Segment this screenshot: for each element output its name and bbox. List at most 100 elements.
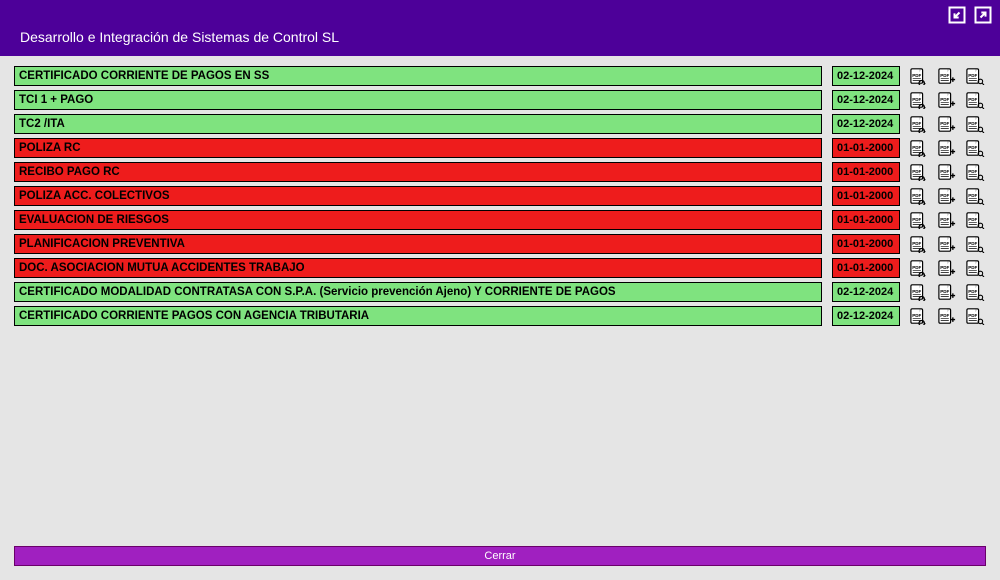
pdf-search-icon[interactable]: PDF	[964, 258, 986, 278]
svg-text:PDF: PDF	[912, 313, 921, 318]
document-date-cell: 02-12-2024	[832, 66, 900, 86]
pdf-search-icon[interactable]: PDF	[964, 90, 986, 110]
pdf-search-icon[interactable]: PDF	[964, 210, 986, 230]
document-list: CERTIFICADO CORRIENTE DE PAGOS EN SS 02-1…	[0, 56, 1000, 326]
document-name-cell: POLIZA RC	[14, 138, 822, 158]
svg-text:PDF: PDF	[968, 241, 977, 246]
pdf-search-icon[interactable]: PDF	[964, 282, 986, 302]
document-row: TCI 1 + PAGO 02-12-2024 PDF PDF PDF	[14, 90, 986, 110]
svg-text:PDF: PDF	[968, 97, 977, 102]
document-row: EVALUACION DE RIESGOS01-01-2000 PDF PDF …	[14, 210, 986, 230]
svg-text:PDF: PDF	[968, 289, 977, 294]
svg-text:PDF: PDF	[940, 169, 949, 174]
document-row: POLIZA ACC. COLECTIVOS01-01-2000 PDF PDF…	[14, 186, 986, 206]
svg-text:PDF: PDF	[968, 217, 977, 222]
pdf-search-icon[interactable]: PDF	[964, 114, 986, 134]
pdf-add-icon[interactable]: PDF	[936, 114, 958, 134]
document-row: RECIBO PAGO RC01-01-2000 PDF PDF PDF	[14, 162, 986, 182]
row-actions: PDF PDF PDF	[908, 234, 986, 254]
row-actions: PDF PDF PDF	[908, 258, 986, 278]
pdf-view-icon[interactable]: PDF	[908, 258, 930, 278]
svg-text:PDF: PDF	[940, 241, 949, 246]
document-name-cell: DOC. ASOCIACION MUTUA ACCIDENTES TRABAJO	[14, 258, 822, 278]
document-date-cell: 02-12-2024	[832, 90, 900, 110]
document-row: CERTIFICADO MODALIDAD CONTRATASA CON S.P…	[14, 282, 986, 302]
row-actions: PDF PDF PDF	[908, 162, 986, 182]
svg-text:PDF: PDF	[940, 217, 949, 222]
pdf-view-icon[interactable]: PDF	[908, 282, 930, 302]
row-actions: PDF PDF PDF	[908, 114, 986, 134]
pdf-add-icon[interactable]: PDF	[936, 210, 958, 230]
pdf-add-icon[interactable]: PDF	[936, 162, 958, 182]
document-name-cell: PLANIFICACION PREVENTIVA	[14, 234, 822, 254]
row-actions: PDF PDF PDF	[908, 138, 986, 158]
svg-text:PDF: PDF	[968, 145, 977, 150]
svg-text:PDF: PDF	[940, 265, 949, 270]
document-name-cell: CERTIFICADO CORRIENTE PAGOS CON AGENCIA …	[14, 306, 822, 326]
svg-text:PDF: PDF	[912, 265, 921, 270]
pdf-view-icon[interactable]: PDF	[908, 138, 930, 158]
document-row: DOC. ASOCIACION MUTUA ACCIDENTES TRABAJO…	[14, 258, 986, 278]
row-actions: PDF PDF PDF	[908, 90, 986, 110]
pdf-view-icon[interactable]: PDF	[908, 234, 930, 254]
pdf-add-icon[interactable]: PDF	[936, 186, 958, 206]
pdf-add-icon[interactable]: PDF	[936, 66, 958, 86]
document-name-cell: RECIBO PAGO RC	[14, 162, 822, 182]
pdf-view-icon[interactable]: PDF	[908, 210, 930, 230]
pdf-add-icon[interactable]: PDF	[936, 306, 958, 326]
pdf-view-icon[interactable]: PDF	[908, 162, 930, 182]
document-name-cell: CERTIFICADO CORRIENTE DE PAGOS EN SS	[14, 66, 822, 86]
svg-text:PDF: PDF	[940, 145, 949, 150]
pdf-search-icon[interactable]: PDF	[964, 306, 986, 326]
row-actions: PDF PDF PDF	[908, 306, 986, 326]
svg-text:PDF: PDF	[912, 217, 921, 222]
pdf-search-icon[interactable]: PDF	[964, 186, 986, 206]
pdf-view-icon[interactable]: PDF	[908, 114, 930, 134]
header-bar: Desarrollo e Integración de Sistemas de …	[0, 0, 1000, 56]
svg-text:PDF: PDF	[968, 313, 977, 318]
export-icon[interactable]	[972, 4, 994, 26]
svg-text:PDF: PDF	[968, 121, 977, 126]
pdf-view-icon[interactable]: PDF	[908, 90, 930, 110]
pdf-view-icon[interactable]: PDF	[908, 66, 930, 86]
pdf-add-icon[interactable]: PDF	[936, 90, 958, 110]
svg-text:PDF: PDF	[968, 73, 977, 78]
svg-text:PDF: PDF	[940, 73, 949, 78]
svg-text:PDF: PDF	[912, 121, 921, 126]
document-name-cell: CERTIFICADO MODALIDAD CONTRATASA CON S.P…	[14, 282, 822, 302]
document-date-cell: 01-01-2000	[832, 186, 900, 206]
document-name-cell: TCI 1 + PAGO	[14, 90, 822, 110]
document-date-cell: 01-01-2000	[832, 138, 900, 158]
footer: Cerrar	[14, 546, 986, 566]
document-date-cell: 02-12-2024	[832, 114, 900, 134]
pdf-add-icon[interactable]: PDF	[936, 282, 958, 302]
document-row: CERTIFICADO CORRIENTE PAGOS CON AGENCIA …	[14, 306, 986, 326]
svg-text:PDF: PDF	[912, 73, 921, 78]
pdf-add-icon[interactable]: PDF	[936, 258, 958, 278]
row-actions: PDF PDF PDF	[908, 282, 986, 302]
document-row: CERTIFICADO CORRIENTE DE PAGOS EN SS 02-1…	[14, 66, 986, 86]
document-row: PLANIFICACION PREVENTIVA 01-01-2000 PDF P…	[14, 234, 986, 254]
svg-text:PDF: PDF	[968, 193, 977, 198]
pdf-add-icon[interactable]: PDF	[936, 138, 958, 158]
pdf-search-icon[interactable]: PDF	[964, 138, 986, 158]
page-title: Desarrollo e Integración de Sistemas de …	[20, 11, 339, 45]
document-date-cell: 01-01-2000	[832, 234, 900, 254]
document-row: POLIZA RC 01-01-2000 PDF PDF PDF	[14, 138, 986, 158]
pdf-search-icon[interactable]: PDF	[964, 66, 986, 86]
svg-text:PDF: PDF	[912, 289, 921, 294]
pdf-search-icon[interactable]: PDF	[964, 162, 986, 182]
pdf-view-icon[interactable]: PDF	[908, 186, 930, 206]
pdf-view-icon[interactable]: PDF	[908, 306, 930, 326]
pdf-add-icon[interactable]: PDF	[936, 234, 958, 254]
svg-text:PDF: PDF	[912, 193, 921, 198]
close-button[interactable]: Cerrar	[14, 546, 986, 566]
document-date-cell: 02-12-2024	[832, 282, 900, 302]
document-name-cell: EVALUACION DE RIESGOS	[14, 210, 822, 230]
pdf-search-icon[interactable]: PDF	[964, 234, 986, 254]
row-actions: PDF PDF PDF	[908, 66, 986, 86]
svg-text:PDF: PDF	[940, 97, 949, 102]
document-date-cell: 01-01-2000	[832, 258, 900, 278]
import-icon[interactable]	[946, 4, 968, 26]
document-date-cell: 02-12-2024	[832, 306, 900, 326]
